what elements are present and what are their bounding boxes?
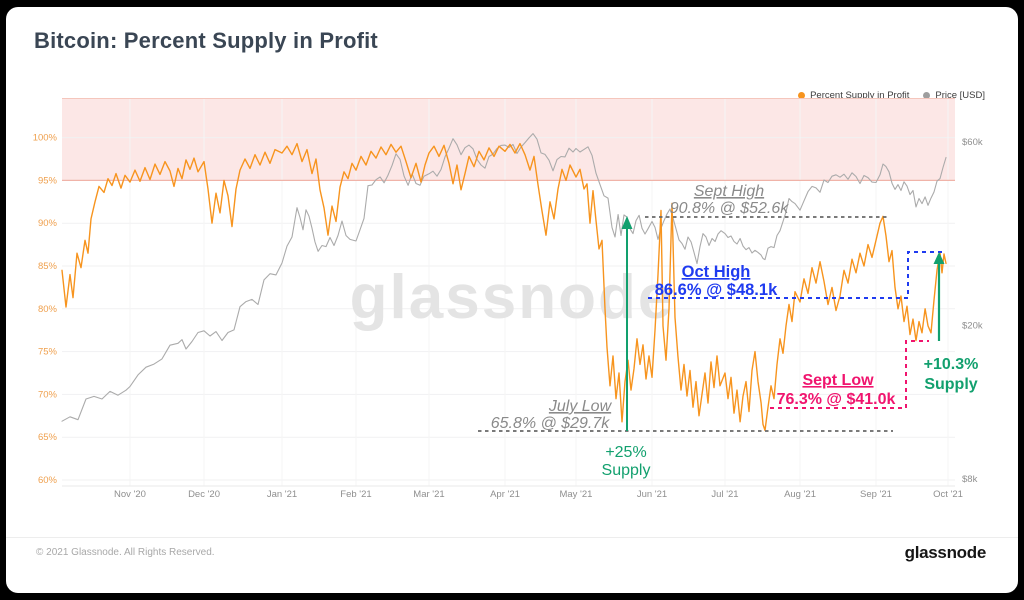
x-tick-label: Jan '21 [267,489,297,500]
annotation-sept-low: Sept Low 76.3% @ $41.0k [770,340,929,409]
y-left-tick-label: 75% [38,347,58,358]
supply-25-arrowhead-icon [621,216,633,229]
legend-dot-price-icon [923,92,931,99]
annotation-supply-25: +25% Supply [602,216,651,479]
x-tick-label: Apr '21 [490,489,520,500]
page-title: Bitcoin: Percent Supply in Profit [34,28,378,53]
july-low-value: 65.8% @ $29.7k [491,415,611,432]
y-left-tick-label: 80% [38,304,58,315]
legend-item-supply[interactable]: Percent Supply in Profit [798,90,909,101]
supply-103-label: +10.3% [924,356,979,373]
y-left-tick-label: 100% [33,133,58,144]
sept-low-connector-line [770,340,929,409]
annotation-oct-high: Oct High 86.6% @ $48.1k [648,251,946,299]
oct-high-title: Oct High [682,263,751,281]
y-right-tick-label: $60k [962,137,983,148]
sept-low-value: 76.3% @ $41.0k [777,391,896,408]
oct-high-connector-line [648,251,946,299]
supply-103-label2: Supply [924,376,977,393]
y-left-tick-label: 95% [38,175,58,186]
sept-low-title: Sept Low [802,372,874,389]
y-left-tick-label: 85% [38,261,58,272]
oct-high-value: 86.6% @ $48.1k [655,281,778,299]
supply-103-arrowhead-icon [933,252,945,264]
legend-label-supply: Percent Supply in Profit [810,90,910,101]
chart-legend: Percent Supply in Profit Price [USD] [798,90,985,101]
legend-dot-supply-icon [798,92,806,99]
y-left-tick-label: 90% [38,218,58,229]
y-left-tick-label: 65% [38,432,58,443]
july-low-title: July Low [548,398,613,415]
x-tick-label: Feb '21 [340,489,371,500]
legend-label-price: Price [USD] [935,90,985,101]
supply-25-label: +25% [605,444,646,461]
annotation-july-low: July Low 65.8% @ $29.7k [478,398,893,432]
x-tick-label: Dec '20 [188,489,220,500]
glassnode-logo: glassnode [904,543,987,562]
x-tick-label: Jul '21 [711,489,738,500]
annotation-supply-103: +10.3% Supply [924,252,979,393]
copyright-text: © 2021 Glassnode. All Rights Reserved. [36,547,215,558]
footer-divider [6,537,1018,538]
glassnode-watermark: glassnode [350,263,675,332]
x-tick-label: Nov '20 [114,489,146,500]
x-tick-label: Oct '21 [933,489,963,500]
supply-25-label2: Supply [602,462,651,479]
x-tick-label: Aug '21 [784,489,816,500]
y-left-tick-label: 70% [38,389,58,400]
sept-high-value: 90.8% @ $52.6k [670,200,790,217]
y-right-tick-label: $8k [962,474,978,485]
annotation-sept-high: Sept High 90.8% @ $52.6k [645,183,888,218]
x-tick-label: Sep '21 [860,489,892,500]
y-left-tick-label: 60% [38,475,58,486]
legend-item-price[interactable]: Price [USD] [923,90,985,101]
x-tick-label: Jun '21 [637,489,667,500]
x-tick-label: May '21 [559,489,592,500]
x-tick-label: Mar '21 [413,489,444,500]
price-line [61,133,947,422]
y-right-tick-label: $20k [962,321,983,332]
high-supply-band [62,98,955,181]
supply-in-profit-line [61,142,947,432]
sept-high-title: Sept High [694,183,764,200]
